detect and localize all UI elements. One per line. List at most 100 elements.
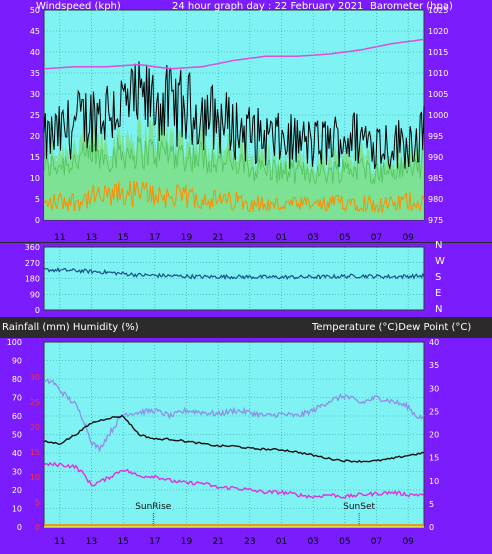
direction-tick-label: 270 [25, 259, 40, 268]
x-tick-label: 19 [181, 233, 193, 243]
x-tick-label: 05 [339, 537, 350, 547]
compass-label: S [435, 272, 441, 283]
direction-tick-label: 0 [35, 306, 40, 315]
x-tick-label: 15 [117, 537, 128, 547]
windspeed-tick-label: 35 [30, 69, 40, 78]
barometer-tick-label: 980 [428, 195, 443, 204]
humidity-tick-label: 10 [12, 505, 22, 514]
barometer-axis-title: Barometer (hpa) [370, 1, 453, 12]
barometer-tick-label: 975 [428, 216, 443, 225]
windspeed-tick-label: 15 [30, 153, 40, 162]
windspeed-tick-label: 0 [35, 216, 40, 225]
graph-title: 24 hour graph day : 22 February 2021 [172, 1, 363, 12]
barometer-line [43, 38, 425, 70]
humidity-tick-label: 50 [12, 431, 22, 440]
x-tick-label: 21 [212, 233, 223, 243]
temperature-series: SunSet SunRise [43, 378, 425, 528]
dewpoint-line [43, 461, 425, 500]
humidity-tick-label: 60 [12, 412, 22, 421]
temperature-tick-label: 0 [429, 523, 434, 532]
lower-header-strip [0, 317, 492, 338]
temperature-dewpoint-axis-title: Temperature (°C)Dew Point (°C) [311, 322, 471, 333]
x-tick-label: 17 [149, 537, 160, 547]
x-tick-label: 09 [402, 537, 414, 547]
rain-humidity-axis-title: Rainfall (mm) Humidity (%) [2, 322, 139, 333]
x-tick-label: 23 [244, 537, 255, 547]
direction-series [43, 266, 425, 281]
x-tick-label: 05 [339, 233, 350, 243]
windspeed-tick-label: 50 [30, 6, 40, 15]
temperature-tick-label: 30 [429, 384, 439, 393]
x-tick-label: 13 [86, 233, 97, 243]
direction-plot-border [43, 246, 425, 311]
temperature-tick-label: 10 [429, 477, 439, 486]
direction-tick-label: 180 [25, 275, 40, 284]
temperature-tick-label: 5 [429, 500, 434, 509]
compass-label: N [435, 304, 442, 315]
x-tick-label: 17 [149, 233, 160, 243]
humidity-tick-label: 100 [7, 338, 22, 347]
x-tick-label: 15 [117, 233, 128, 243]
direction-tick-label: 90 [30, 290, 40, 299]
temperature-tick-label: 35 [429, 361, 439, 370]
windspeed-tick-label: 5 [35, 195, 40, 204]
gust-wind-line [43, 61, 425, 170]
windspeed-tick-label: 40 [30, 48, 40, 57]
sunrise-label: SunRise [135, 502, 172, 512]
temperature-line [43, 414, 425, 464]
x-tick-label: 13 [86, 537, 97, 547]
rainfall-tick-label: 15 [30, 448, 40, 457]
temperature-tick-label: 20 [429, 431, 439, 440]
barometer-tick-label: 985 [428, 174, 443, 183]
x-tick-label: 01 [276, 537, 287, 547]
temperature-tick-label: 15 [429, 454, 439, 463]
x-tick-label: 19 [181, 537, 193, 547]
x-tick-label: 21 [212, 537, 223, 547]
compass-label: E [435, 288, 441, 299]
barometer-tick-label: 1000 [428, 111, 448, 120]
humidity-tick-label: 80 [12, 375, 22, 384]
windspeed-axis-title: Windspeed (kph) [36, 1, 121, 12]
rainfall-tick-label: 30 [30, 373, 40, 382]
rainfall-tick-label: 25 [30, 398, 40, 407]
barometer-tick-label: 1005 [428, 90, 448, 99]
x-tick-label: 07 [371, 233, 382, 243]
humidity-line [44, 378, 425, 452]
average-wind-line [43, 135, 425, 185]
x-tick-label: 03 [307, 537, 318, 547]
humidity-tick-label: 70 [12, 394, 22, 403]
x-tick-label: 11 [54, 537, 65, 547]
compass-label: W [435, 256, 445, 267]
windspeed-tick-label: 25 [30, 111, 40, 120]
temperature-tick-label: 40 [429, 338, 439, 347]
compass-label: N [435, 240, 442, 251]
humidity-tick-label: 0 [17, 523, 22, 532]
direction-tick-label: 360 [25, 243, 40, 252]
x-tick-label: 03 [307, 233, 318, 243]
sunset-label: SunSet [343, 502, 375, 512]
x-tick-label: 11 [54, 233, 65, 243]
rainfall-tick-label: 10 [30, 473, 40, 482]
barometer-tick-label: 1015 [428, 48, 448, 57]
wind-series [43, 38, 425, 220]
windspeed-tick-label: 30 [30, 90, 40, 99]
humidity-tick-label: 20 [12, 486, 22, 495]
humidity-tick-label: 40 [12, 449, 22, 458]
low-wind-line [43, 180, 425, 213]
windspeed-tick-label: 45 [30, 27, 40, 36]
rainfall-tick-label: 20 [30, 423, 40, 432]
humidity-tick-label: 30 [12, 468, 22, 477]
x-tick-label: 09 [402, 233, 414, 243]
windspeed-tick-label: 10 [30, 174, 40, 183]
x-tick-label: 01 [276, 233, 287, 243]
rainfall-tick-label: 5 [35, 498, 40, 507]
barometer-tick-label: 990 [428, 153, 443, 162]
direction-line [43, 266, 425, 281]
barometer-tick-label: 1010 [428, 69, 448, 78]
windspeed-tick-label: 20 [30, 132, 40, 141]
humidity-tick-label: 90 [12, 357, 22, 366]
x-tick-label: 23 [244, 233, 255, 243]
